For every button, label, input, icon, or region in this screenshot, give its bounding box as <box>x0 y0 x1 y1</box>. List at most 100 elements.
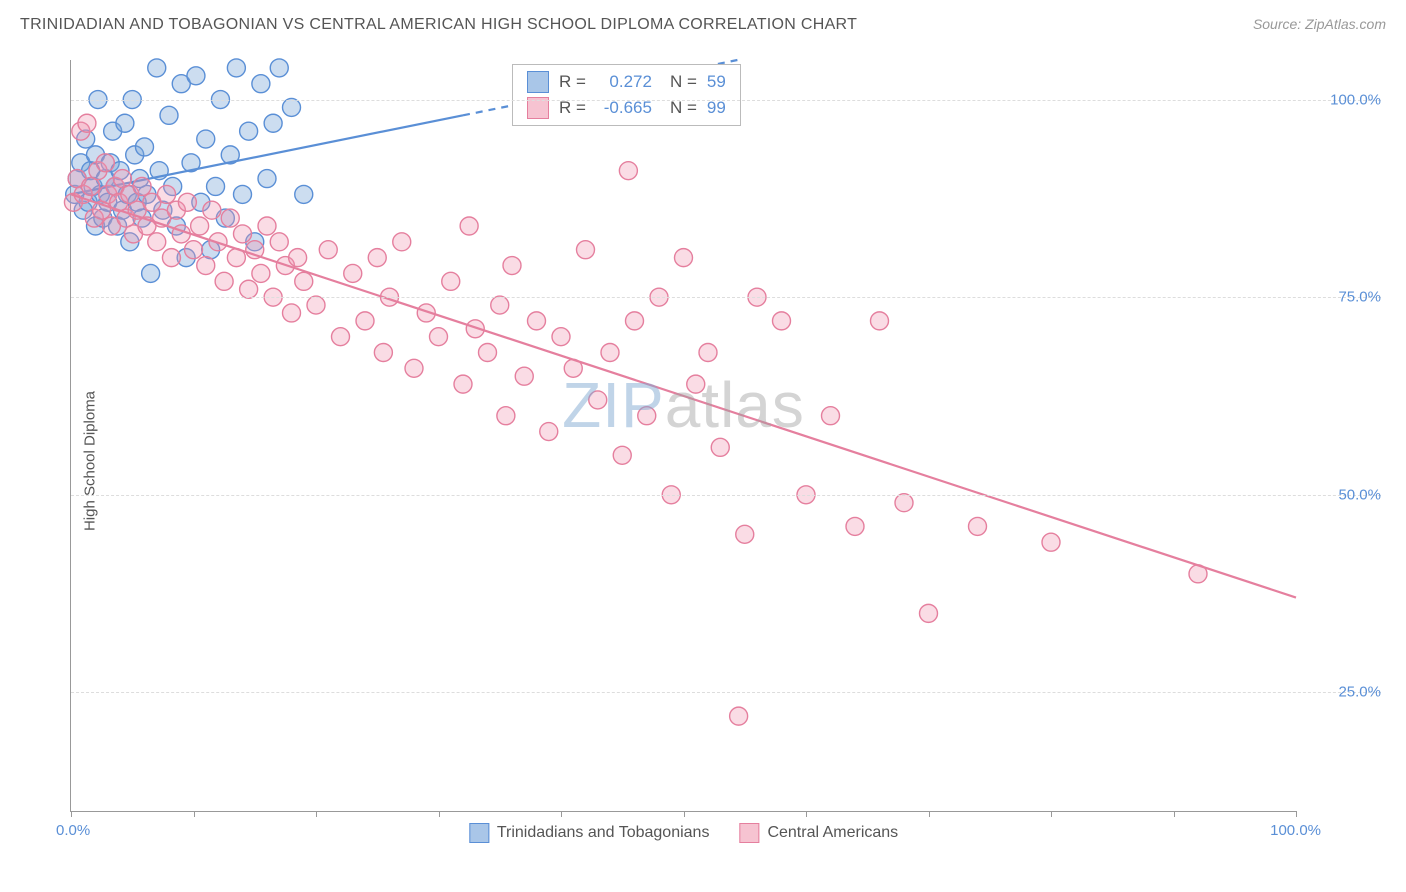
x-tick <box>1174 811 1175 817</box>
data-point <box>295 185 313 203</box>
x-tick <box>684 811 685 817</box>
data-point <box>374 343 392 361</box>
data-point <box>368 249 386 267</box>
data-point <box>497 407 515 425</box>
x-tick <box>1296 811 1297 817</box>
data-point <box>454 375 472 393</box>
data-point <box>203 201 221 219</box>
source-attribution: Source: ZipAtlas.com <box>1253 16 1386 32</box>
scatter-svg <box>71 60 1296 811</box>
data-point <box>736 525 754 543</box>
data-point <box>515 367 533 385</box>
data-point <box>289 249 307 267</box>
data-point <box>215 272 233 290</box>
data-point <box>356 312 374 330</box>
legend-swatch <box>739 823 759 843</box>
data-point <box>773 312 791 330</box>
y-tick-label: 25.0% <box>1301 684 1381 701</box>
data-point <box>270 233 288 251</box>
x-tick <box>439 811 440 817</box>
data-point <box>283 304 301 322</box>
data-point <box>295 272 313 290</box>
bottom-legend: Trinidadians and Tobagonians Central Amer… <box>469 823 898 843</box>
x-tick <box>1051 811 1052 817</box>
data-point <box>162 249 180 267</box>
y-tick-label: 75.0% <box>1301 289 1381 306</box>
gridline <box>71 495 1381 496</box>
data-point <box>846 517 864 535</box>
data-point <box>969 517 987 535</box>
gridline <box>71 692 1381 693</box>
data-point <box>393 233 411 251</box>
data-point <box>158 185 176 203</box>
gridline <box>71 297 1381 298</box>
data-point <box>185 241 203 259</box>
data-point <box>638 407 656 425</box>
data-point <box>460 217 478 235</box>
y-tick-label: 50.0% <box>1301 486 1381 503</box>
data-point <box>148 59 166 77</box>
stats-r-value: 0.272 <box>596 72 652 92</box>
x-tick <box>929 811 930 817</box>
data-point <box>577 241 595 259</box>
data-point <box>252 264 270 282</box>
stats-n-value: 99 <box>707 98 726 118</box>
data-point <box>822 407 840 425</box>
stats-row: R = 0.272 N = 59 <box>527 71 726 93</box>
data-point <box>442 272 460 290</box>
data-point <box>589 391 607 409</box>
data-point <box>148 233 166 251</box>
stats-r-value: -0.665 <box>596 98 652 118</box>
data-point <box>136 138 154 156</box>
data-point <box>142 264 160 282</box>
data-point <box>319 241 337 259</box>
stats-n-value: 59 <box>707 72 726 92</box>
x-tick <box>316 811 317 817</box>
chart-container: High School Diploma ZIPatlas R =0.272N =… <box>20 50 1386 872</box>
data-point <box>116 114 134 132</box>
stats-r-label: R = <box>559 72 586 92</box>
data-point <box>528 312 546 330</box>
data-point <box>332 328 350 346</box>
x-tick <box>561 811 562 817</box>
data-point <box>699 343 717 361</box>
data-point <box>479 343 497 361</box>
data-point <box>197 257 215 275</box>
data-point <box>96 154 114 172</box>
data-point <box>730 707 748 725</box>
data-point <box>283 98 301 116</box>
data-point <box>187 67 205 85</box>
data-point <box>133 177 151 195</box>
stats-swatch <box>527 71 549 93</box>
data-point <box>207 177 225 195</box>
data-point <box>619 162 637 180</box>
chart-title: TRINIDADIAN AND TOBAGONIAN VS CENTRAL AM… <box>20 16 857 34</box>
data-point <box>344 264 362 282</box>
data-point <box>258 170 276 188</box>
data-point <box>895 494 913 512</box>
legend-label: Trinidadians and Tobagonians <box>497 824 710 842</box>
data-point <box>227 59 245 77</box>
data-point <box>626 312 644 330</box>
x-tick <box>194 811 195 817</box>
data-point <box>234 225 252 243</box>
data-point <box>160 106 178 124</box>
data-point <box>601 343 619 361</box>
chart-header: TRINIDADIAN AND TOBAGONIAN VS CENTRAL AM… <box>20 16 1386 34</box>
data-point <box>430 328 448 346</box>
stats-n-label: N = <box>670 72 697 92</box>
x-tick <box>71 811 72 817</box>
legend-label: Central Americans <box>767 824 898 842</box>
legend-item: Trinidadians and Tobagonians <box>469 823 710 843</box>
data-point <box>552 328 570 346</box>
stats-n-label: N = <box>670 98 697 118</box>
data-point <box>871 312 889 330</box>
data-point <box>258 217 276 235</box>
data-point <box>613 446 631 464</box>
data-point <box>191 217 209 235</box>
data-point <box>675 249 693 267</box>
x-tick <box>806 811 807 817</box>
y-tick-label: 100.0% <box>1301 91 1381 108</box>
data-point <box>503 257 521 275</box>
stats-legend-box: R = 0.272 N = 59R = -0.665 N = 99 <box>512 64 741 126</box>
